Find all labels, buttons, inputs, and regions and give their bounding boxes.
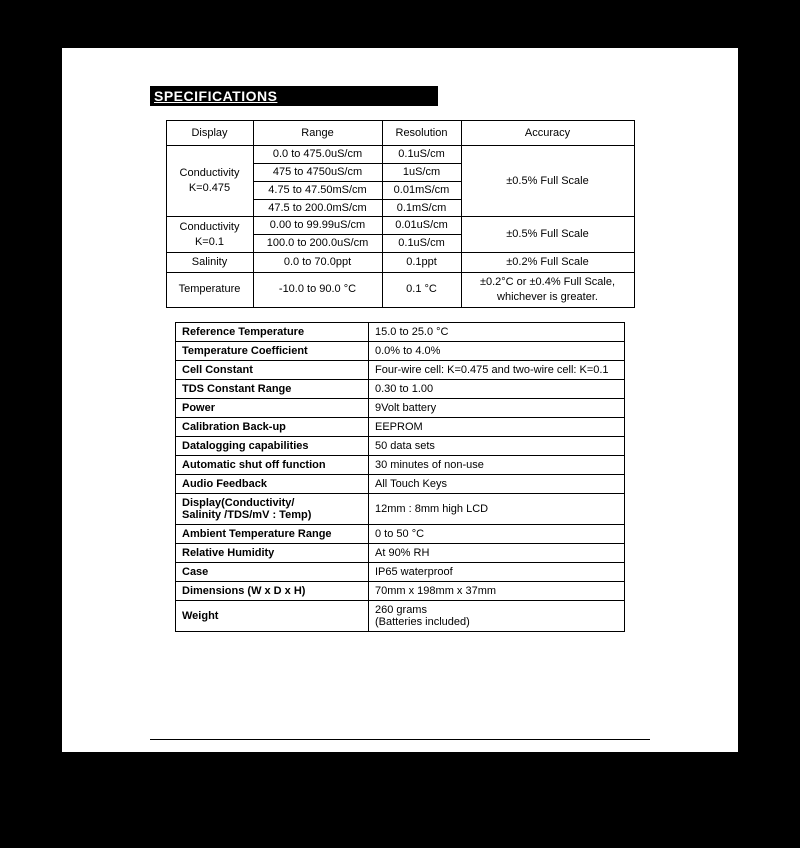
cell-key: Display(Conductivity/Salinity /TDS/mV : … xyxy=(176,493,369,524)
table-row: Calibration Back-upEEPROM xyxy=(176,417,625,436)
cell-key: Cell Constant xyxy=(176,360,369,379)
cell-key: Datalogging capabilities xyxy=(176,436,369,455)
cell-value: IP65 waterproof xyxy=(369,562,625,581)
col-header: Display xyxy=(166,121,253,146)
cell-value: 70mm x 198mm x 37mm xyxy=(369,581,625,600)
cell-value: 9Volt battery xyxy=(369,398,625,417)
cell-value: 30 minutes of non-use xyxy=(369,455,625,474)
table-row: Ambient Temperature Range0 to 50 °C xyxy=(176,524,625,543)
cell-key: Calibration Back-up xyxy=(176,417,369,436)
cell-value: 12mm : 8mm high LCD xyxy=(369,493,625,524)
col-header: Resolution xyxy=(382,121,461,146)
cell-value: 260 grams(Batteries included) xyxy=(369,600,625,631)
cell-value: 0 to 50 °C xyxy=(369,524,625,543)
cell-value: EEPROM xyxy=(369,417,625,436)
cell-display: Salinity xyxy=(166,253,253,273)
table-row: TDS Constant Range0.30 to 1.00 xyxy=(176,379,625,398)
cell-display: ConductivityK=0.475 xyxy=(166,146,253,217)
table-header-row: Display Range Resolution Accuracy xyxy=(166,121,634,146)
cell-key: Audio Feedback xyxy=(176,474,369,493)
cell-key: TDS Constant Range xyxy=(176,379,369,398)
cell-range: 0.0 to 70.0ppt xyxy=(253,253,382,273)
table-row: Automatic shut off function30 minutes of… xyxy=(176,455,625,474)
cell-key: Dimensions (W x D x H) xyxy=(176,581,369,600)
col-header: Accuracy xyxy=(461,121,634,146)
cell-resolution: 0.1uS/cm1uS/cm0.01mS/cm0.1mS/cm xyxy=(382,146,461,217)
cell-key: Power xyxy=(176,398,369,417)
cell-resolution: 0.1ppt xyxy=(382,253,461,273)
cell-accuracy: ±0.2°C or ±0.4% Full Scale,whichever is … xyxy=(461,272,634,307)
table-row: ConductivityK=0.4750.0 to 475.0uS/cm475 … xyxy=(166,146,634,217)
cell-value: Four-wire cell: K=0.475 and two-wire cel… xyxy=(369,360,625,379)
cell-accuracy: ±0.5% Full Scale xyxy=(461,217,634,253)
cell-key: Weight xyxy=(176,600,369,631)
table-row: Power9Volt battery xyxy=(176,398,625,417)
cell-resolution: 0.1 °C xyxy=(382,272,461,307)
cell-value: 15.0 to 25.0 °C xyxy=(369,322,625,341)
cell-display: Temperature xyxy=(166,272,253,307)
cell-key: Automatic shut off function xyxy=(176,455,369,474)
cell-value: 0.0% to 4.0% xyxy=(369,341,625,360)
table-row: Reference Temperature15.0 to 25.0 °C xyxy=(176,322,625,341)
table-row: Weight260 grams(Batteries included) xyxy=(176,600,625,631)
cell-value: 0.30 to 1.00 xyxy=(369,379,625,398)
table-row: Audio FeedbackAll Touch Keys xyxy=(176,474,625,493)
cell-display: ConductivityK=0.1 xyxy=(166,217,253,253)
page: SPECIFICATIONS Display Range Resolution … xyxy=(62,48,738,752)
cell-value: All Touch Keys xyxy=(369,474,625,493)
col-header: Range xyxy=(253,121,382,146)
cell-range: 0.0 to 475.0uS/cm475 to 4750uS/cm4.75 to… xyxy=(253,146,382,217)
kv-table: Reference Temperature15.0 to 25.0 °CTemp… xyxy=(175,322,625,632)
cell-key: Relative Humidity xyxy=(176,543,369,562)
cell-key: Ambient Temperature Range xyxy=(176,524,369,543)
table-row: Temperature-10.0 to 90.0 °C0.1 °C±0.2°C … xyxy=(166,272,634,307)
table-row: Dimensions (W x D x H)70mm x 198mm x 37m… xyxy=(176,581,625,600)
table-row: Relative HumidityAt 90% RH xyxy=(176,543,625,562)
table-row: ConductivityK=0.10.00 to 99.99uS/cm100.0… xyxy=(166,217,634,253)
section-heading: SPECIFICATIONS xyxy=(150,86,438,106)
footer-rule xyxy=(150,739,650,740)
table-row: Datalogging capabilities50 data sets xyxy=(176,436,625,455)
table-row: Cell ConstantFour-wire cell: K=0.475 and… xyxy=(176,360,625,379)
cell-key: Temperature Coefficient xyxy=(176,341,369,360)
cell-key: Reference Temperature xyxy=(176,322,369,341)
cell-value: 50 data sets xyxy=(369,436,625,455)
table-row: Temperature Coefficient0.0% to 4.0% xyxy=(176,341,625,360)
cell-range: 0.00 to 99.99uS/cm100.0 to 200.0uS/cm xyxy=(253,217,382,253)
cell-resolution: 0.01uS/cm0.1uS/cm xyxy=(382,217,461,253)
table-row: CaseIP65 waterproof xyxy=(176,562,625,581)
spec-table: Display Range Resolution Accuracy Conduc… xyxy=(166,120,635,308)
table-row: Salinity0.0 to 70.0ppt0.1ppt±0.2% Full S… xyxy=(166,253,634,273)
cell-range: -10.0 to 90.0 °C xyxy=(253,272,382,307)
cell-accuracy: ±0.5% Full Scale xyxy=(461,146,634,217)
cell-value: At 90% RH xyxy=(369,543,625,562)
cell-accuracy: ±0.2% Full Scale xyxy=(461,253,634,273)
cell-key: Case xyxy=(176,562,369,581)
table-row: Display(Conductivity/Salinity /TDS/mV : … xyxy=(176,493,625,524)
